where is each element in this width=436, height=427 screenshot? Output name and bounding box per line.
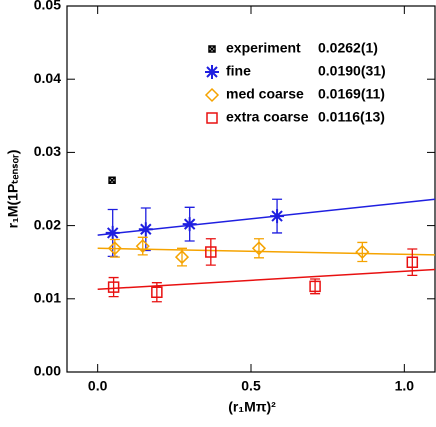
- legend-value: 0.0169(11): [318, 86, 385, 102]
- legend-marker: [206, 112, 218, 124]
- data-point: [205, 246, 217, 258]
- fit-line: [97, 268, 436, 291]
- data-point: [108, 176, 116, 184]
- legend-value: 0.0190(31): [318, 63, 386, 79]
- legend-label: fine: [226, 63, 251, 79]
- y-tick-label: 0.00: [34, 363, 61, 379]
- data-point: [309, 280, 321, 293]
- legend-marker: [208, 45, 216, 53]
- x-tick-label: 1.0: [395, 378, 415, 394]
- x-tick-label: 0.5: [241, 378, 261, 394]
- data-point: [355, 244, 370, 260]
- data-point: [135, 239, 150, 254]
- error-bar: [151, 282, 162, 303]
- data-point: [270, 209, 285, 224]
- legend-label: experiment: [226, 40, 301, 56]
- data-point: [174, 250, 190, 265]
- y-tick-label: 0.03: [34, 143, 61, 159]
- data-point: [251, 241, 267, 256]
- data-point: [406, 256, 419, 268]
- error-bar: [205, 238, 216, 266]
- fit-line: [97, 198, 436, 236]
- x-axis-label: (r₁Mπ)²: [228, 399, 276, 415]
- data-point: [107, 281, 120, 293]
- legend-value: 0.0262(1): [318, 40, 378, 56]
- data-point: [151, 286, 163, 298]
- y-tick-label: 0.02: [34, 216, 61, 232]
- y-axis-label: r₁M(1Pₜₑₙₛₒᵣ): [5, 150, 21, 229]
- data-point: [182, 217, 197, 232]
- error-bar: [108, 276, 119, 298]
- x-tick-label: 0.0: [88, 378, 108, 394]
- error-bar: [407, 248, 418, 277]
- data-point: [138, 222, 153, 237]
- legend-label: extra coarse: [226, 109, 309, 125]
- fit-line: [97, 247, 436, 256]
- y-tick-label: 0.01: [34, 290, 61, 306]
- y-tick-label: 0.04: [34, 70, 61, 86]
- legend-value: 0.0116(13): [318, 109, 385, 125]
- data-point: [107, 241, 122, 256]
- data-point: [105, 225, 120, 240]
- legend-marker: [205, 65, 219, 79]
- y-tick-label: 0.05: [34, 0, 61, 13]
- plot-frame: [66, 5, 436, 373]
- legend-marker: [204, 87, 220, 103]
- legend-label: med coarse: [226, 86, 304, 102]
